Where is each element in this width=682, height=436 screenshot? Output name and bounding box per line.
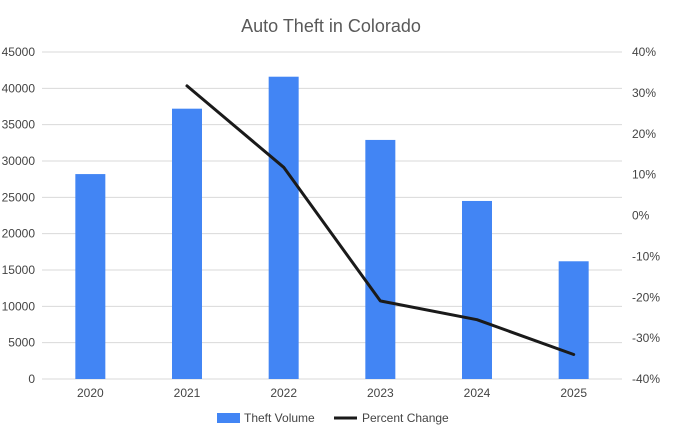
left-tick-label: 20000	[2, 227, 36, 241]
bar	[462, 200, 492, 379]
x-axis: 2020 2021 2022 2023 2024 2025	[77, 386, 587, 400]
right-tick-label: 20%	[632, 127, 656, 141]
legend-label: Theft Volume	[244, 411, 315, 425]
left-tick-label: 15000	[2, 263, 36, 277]
x-tick-label: 2022	[270, 386, 297, 400]
x-tick-label: 2024	[464, 386, 491, 400]
right-tick-label: 10%	[632, 168, 656, 182]
left-tick-label: 35000	[2, 118, 36, 132]
bar-series	[75, 76, 589, 380]
right-tick-label: 30%	[632, 86, 656, 100]
chart-title: Auto Theft in Colorado	[241, 16, 421, 36]
left-tick-label: 25000	[2, 190, 36, 204]
x-tick-label: 2023	[367, 386, 394, 400]
left-axis: 0 5000 10000 15000 20000 25000 30000 35000 40000…	[2, 45, 36, 386]
left-tick-label: 5000	[8, 336, 35, 350]
right-axis: -40% -30% -20% -10% 0% 10% 20% 30% 40%	[632, 45, 660, 386]
left-tick-label: 45000	[2, 45, 36, 59]
bar	[268, 76, 299, 379]
legend-label: Percent Change	[362, 411, 449, 425]
right-tick-label: -30%	[632, 331, 660, 345]
left-tick-label: 40000	[2, 81, 36, 95]
left-tick-label: 10000	[2, 299, 36, 313]
left-tick-label: 30000	[2, 154, 36, 168]
left-tick-label: 0	[28, 372, 35, 386]
gridlines	[42, 51, 622, 380]
bar	[172, 108, 202, 380]
right-tick-label: 40%	[632, 45, 656, 59]
bar	[558, 261, 589, 379]
bar	[75, 174, 106, 379]
x-tick-label: 2025	[560, 386, 587, 400]
percent-change-line	[185, 84, 576, 356]
right-tick-label: -10%	[632, 249, 660, 263]
x-tick-label: 2020	[77, 386, 104, 400]
bar	[365, 139, 396, 379]
right-tick-label: -20%	[632, 290, 660, 304]
legend-swatch-bar	[217, 413, 240, 423]
right-tick-label: 0%	[632, 209, 650, 223]
line-series	[185, 84, 576, 356]
legend: Theft Volume Percent Change	[217, 411, 449, 425]
x-tick-label: 2021	[174, 386, 201, 400]
right-tick-label: -40%	[632, 372, 660, 386]
